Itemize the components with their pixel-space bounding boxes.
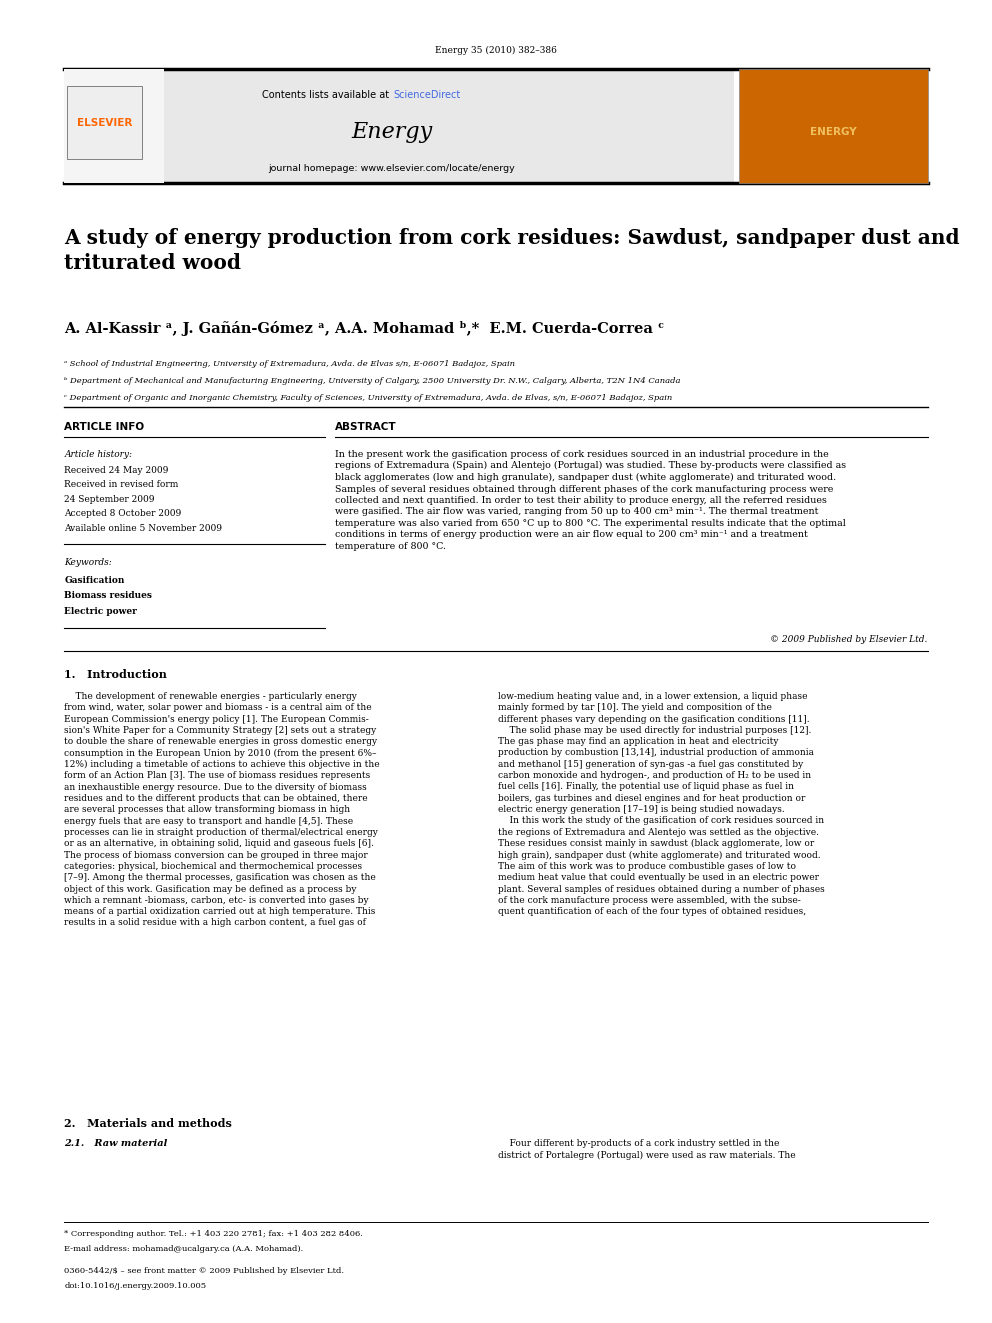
Bar [64,69,734,183]
Text: E-mail address: mohamad@ucalgary.ca (A.A. Mohamad).: E-mail address: mohamad@ucalgary.ca (A.A… [64,1245,304,1253]
Text: ᶜ Department of Organic and Inorganic Chemistry, Faculty of Sciences, University: ᶜ Department of Organic and Inorganic Ch… [64,394,673,402]
Text: low-medium heating value and, in a lower extension, a liquid phase
mainly formed: low-medium heating value and, in a lower… [498,692,824,916]
Text: Electric power: Electric power [64,607,137,617]
Text: * Corresponding author. Tel.: +1 403 220 2781; fax: +1 403 282 8406.: * Corresponding author. Tel.: +1 403 220… [64,1230,363,1238]
Bar [64,69,164,183]
Text: Keywords:: Keywords: [64,558,112,568]
Text: journal homepage: www.elsevier.com/locate/energy: journal homepage: www.elsevier.com/locat… [269,164,515,172]
Text: In the present work the gasification process of cork residues sourced in an indu: In the present work the gasification pro… [335,450,846,550]
Text: ELSEVIER: ELSEVIER [77,118,132,128]
Text: A study of energy production from cork residues: Sawdust, sandpaper dust and
tri: A study of energy production from cork r… [64,228,960,273]
Text: ENERGY: ENERGY [809,127,857,138]
Bar [67,86,142,159]
Text: ARTICLE INFO: ARTICLE INFO [64,422,145,433]
Text: Accepted 8 October 2009: Accepted 8 October 2009 [64,509,182,519]
Text: © 2009 Published by Elsevier Ltd.: © 2009 Published by Elsevier Ltd. [770,635,928,644]
Text: The development of renewable energies - particularly energy
from wind, water, so: The development of renewable energies - … [64,692,380,927]
Text: 2.   Materials and methods: 2. Materials and methods [64,1118,232,1129]
Text: 1.   Introduction: 1. Introduction [64,669,168,680]
Text: 0360-5442/$ – see front matter © 2009 Published by Elsevier Ltd.: 0360-5442/$ – see front matter © 2009 Pu… [64,1267,344,1275]
Text: 2.1.   Raw material: 2.1. Raw material [64,1139,168,1148]
Text: Received in revised form: Received in revised form [64,480,179,490]
Text: ᵇ Department of Mechanical and Manufacturing Engineering, University of Calgary,: ᵇ Department of Mechanical and Manufactu… [64,377,681,385]
Text: doi:10.1016/j.energy.2009.10.005: doi:10.1016/j.energy.2009.10.005 [64,1282,206,1290]
Text: Available online 5 November 2009: Available online 5 November 2009 [64,524,222,533]
Text: Received 24 May 2009: Received 24 May 2009 [64,466,169,475]
Text: Energy 35 (2010) 382–386: Energy 35 (2010) 382–386 [435,46,557,54]
Text: Gasification: Gasification [64,576,125,585]
Text: ᵃ School of Industrial Engineering, University of Extremadura, Avda. de Elvas s/: ᵃ School of Industrial Engineering, Univ… [64,360,516,368]
Text: Biomass residues: Biomass residues [64,591,153,601]
Text: ABSTRACT: ABSTRACT [335,422,397,433]
Text: ScienceDirect: ScienceDirect [394,90,461,101]
Text: Article history:: Article history: [64,450,133,459]
Text: Energy: Energy [351,122,433,143]
Bar [739,69,928,183]
Text: 24 September 2009: 24 September 2009 [64,495,155,504]
Text: A. Al-Kassir ᵃ, J. Gañán-Gómez ᵃ, A.A. Mohamad ᵇ,*  E.M. Cuerda-Correa ᶜ: A. Al-Kassir ᵃ, J. Gañán-Gómez ᵃ, A.A. M… [64,321,665,336]
Text: Contents lists available at: Contents lists available at [262,90,392,101]
Text: Four different by-products of a cork industry settled in the
district of Portale: Four different by-products of a cork ind… [498,1139,796,1159]
